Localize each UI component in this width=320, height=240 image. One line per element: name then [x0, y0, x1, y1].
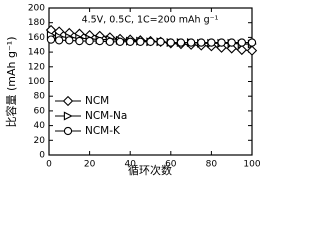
legend-label: NCM-Na	[85, 110, 127, 122]
x-tick-label: 60	[165, 160, 177, 170]
marker	[207, 38, 216, 47]
y-tick-label: 60	[34, 106, 46, 116]
x-tick-label: 100	[243, 160, 260, 170]
x-tick-label: 0	[46, 160, 52, 170]
marker	[197, 38, 206, 47]
marker	[85, 36, 94, 46]
y-tick-label: 180	[28, 18, 45, 28]
marker	[115, 37, 125, 46]
marker	[65, 36, 74, 45]
y-tick-label: 120	[28, 62, 45, 72]
legend-label: NCM-K	[85, 125, 121, 137]
marker	[247, 38, 257, 47]
legend-marker	[63, 126, 73, 136]
marker	[166, 38, 175, 47]
y-tick-label: 200	[28, 4, 45, 14]
x-tick-label: 40	[124, 160, 136, 170]
x-tick-label: 80	[206, 160, 218, 170]
x-tick-label: 20	[84, 160, 96, 170]
y-tick-label: 140	[28, 48, 45, 58]
marker	[75, 36, 84, 46]
marker	[186, 38, 196, 47]
marker	[236, 44, 248, 56]
annotation: 4.5V, 0.5C, 1C=200 mAh g⁻¹	[82, 15, 219, 26]
y-tick-label: 160	[28, 33, 45, 43]
marker	[95, 36, 104, 46]
marker	[217, 38, 226, 47]
y-tick-label: 100	[28, 77, 45, 87]
marker	[227, 38, 236, 47]
marker	[156, 37, 165, 46]
marker	[126, 37, 135, 46]
y-tick-label: 20	[34, 136, 46, 146]
y-tick-label: 80	[34, 92, 46, 102]
y-tick-label: 0	[39, 151, 45, 161]
marker	[176, 38, 186, 47]
legend-label: NCM	[85, 95, 109, 107]
legend-marker	[62, 95, 74, 107]
y-axis-label: 比容量 (mAh g⁻¹)	[4, 37, 18, 128]
y-tick-label: 40	[34, 121, 46, 131]
marker	[55, 36, 64, 45]
page: {"chart_data": {"type": "line", "annotat…	[4, 3, 260, 178]
legend-marker	[63, 111, 73, 121]
marker	[136, 37, 145, 46]
chart: 4.5V, 0.5C, 1C=200 mAh g⁻¹ 循环次数 比容量 (mAh…	[4, 4, 260, 178]
x-axis-label: 循环次数	[128, 163, 172, 177]
marker	[146, 37, 155, 46]
marker	[237, 38, 246, 47]
marker	[46, 35, 56, 44]
marker	[246, 45, 258, 56]
marker	[105, 37, 115, 46]
